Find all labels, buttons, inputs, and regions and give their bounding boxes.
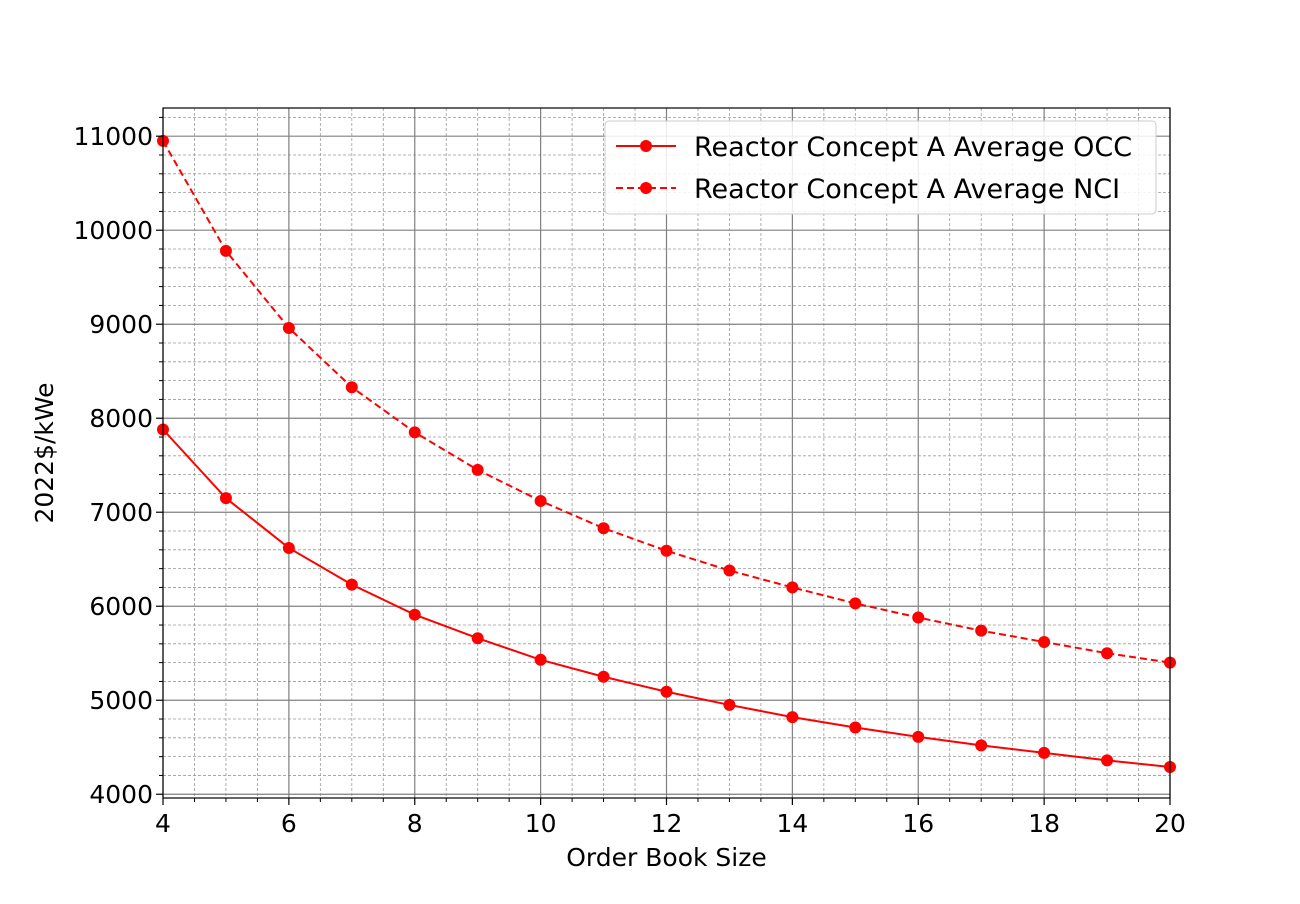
- data-point: [471, 632, 484, 645]
- legend-box: [604, 120, 1157, 215]
- legend-label: Reactor Concept A Average NCI: [694, 174, 1120, 205]
- data-point: [786, 711, 799, 724]
- data-point: [849, 597, 862, 610]
- data-point: [723, 698, 736, 711]
- data-point: [408, 608, 421, 621]
- data-point: [660, 685, 673, 698]
- x-tick-label: 10: [525, 809, 557, 838]
- x-tick-label: 20: [1154, 809, 1186, 838]
- data-point: [1038, 635, 1051, 648]
- data-point: [1038, 746, 1051, 759]
- data-point: [219, 244, 232, 257]
- data-point: [534, 494, 547, 507]
- x-axis-label: Order Book Size: [566, 843, 766, 872]
- data-point: [975, 624, 988, 637]
- data-point: [1101, 647, 1114, 660]
- data-point: [471, 463, 484, 476]
- data-point: [975, 739, 988, 752]
- data-point: [723, 564, 736, 577]
- x-tick-label: 8: [407, 809, 423, 838]
- data-point: [534, 653, 547, 666]
- minor-grid: [163, 108, 1170, 798]
- data-point: [282, 321, 295, 334]
- data-point: [597, 670, 610, 683]
- y-axis-label: 2022$/kWe: [30, 382, 59, 523]
- data-point: [786, 581, 799, 594]
- y-tick-label: 6000: [89, 592, 153, 621]
- series-line: [162, 140, 1171, 664]
- data-point: [912, 611, 925, 624]
- data-point: [408, 426, 421, 439]
- x-tick-label: 4: [155, 809, 171, 838]
- legend-marker: [640, 140, 652, 152]
- data-point: [849, 721, 862, 734]
- x-axis: 4 6 8 10 12 14 16 18 20: [155, 798, 1186, 838]
- y-tick-label: 7000: [89, 498, 153, 527]
- legend: Reactor Concept A Average OCC Reactor Con…: [604, 120, 1157, 215]
- series-1: [157, 423, 1176, 773]
- x-tick-label: 18: [1028, 809, 1060, 838]
- y-tick-label: 4000: [89, 780, 153, 809]
- legend-item: Reactor Concept A Average NCI: [616, 174, 1120, 205]
- data-point: [345, 578, 358, 591]
- legend-marker: [640, 182, 652, 194]
- y-axis: 4000 5000 6000 7000 8000 9000 10000 11000: [73, 116, 163, 809]
- data-point: [219, 492, 232, 505]
- legend-label: Reactor Concept A Average OCC: [694, 132, 1132, 163]
- legend-item: Reactor Concept A Average OCC: [616, 132, 1132, 163]
- y-tick-label: 5000: [89, 686, 153, 715]
- x-tick-label: 14: [776, 809, 808, 838]
- data-point: [345, 381, 358, 394]
- y-tick-label: 11000: [73, 122, 153, 151]
- y-tick-label: 10000: [73, 216, 153, 245]
- data-point: [597, 522, 610, 535]
- data-point: [282, 541, 295, 554]
- data-point: [912, 730, 925, 743]
- data-point: [660, 544, 673, 557]
- x-tick-label: 6: [281, 809, 297, 838]
- x-tick-label: 12: [651, 809, 683, 838]
- y-tick-label: 8000: [89, 404, 153, 433]
- y-tick-label: 9000: [89, 310, 153, 339]
- data-point: [1101, 754, 1114, 767]
- x-tick-label: 16: [902, 809, 934, 838]
